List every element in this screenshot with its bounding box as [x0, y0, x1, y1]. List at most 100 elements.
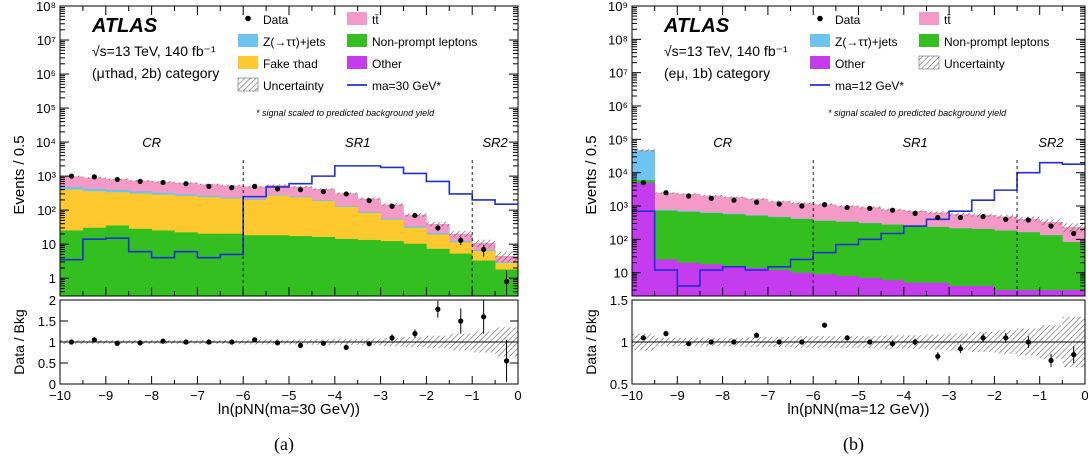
uncertainty-band: [745, 198, 768, 200]
stack-bar-nonpromptleptons: [380, 241, 404, 296]
x-tick-label: −7: [760, 388, 775, 403]
signal-note: * signal scaled to predicted background …: [256, 108, 435, 118]
main-plot-area: CR SR1 SR2 1 10 10² 10³ 10⁴ 10⁵ 10⁶ 10⁷ 10⁸ Data tt̄ Z…: [36, 0, 519, 297]
ratio-point: [980, 335, 986, 341]
ratio-point: [252, 337, 258, 343]
ratio-point: [274, 340, 281, 346]
data-point: [389, 203, 395, 209]
data-point: [206, 183, 212, 189]
category-label: (eμ, 1b) category: [664, 65, 770, 81]
stack-bar-other: [1039, 290, 1063, 296]
x-tick-label: −10: [621, 388, 643, 403]
ratio-point: [1048, 357, 1054, 364]
ratio-point: [640, 335, 646, 341]
legend-label: ma=30 GeV*: [372, 79, 441, 93]
legend-swatch-marker: [245, 15, 251, 22]
data-point: [137, 178, 143, 185]
stack-bar-other: [677, 262, 701, 296]
legend-swatch: [919, 12, 939, 25]
legend-swatch: [919, 34, 939, 47]
x-tick-label: −2: [419, 388, 434, 403]
data-point: [731, 197, 737, 203]
legend-label: Non-prompt leptons: [372, 35, 477, 49]
ratio-tick-label: 1: [49, 335, 56, 350]
ratio-point: [1003, 335, 1009, 341]
ratio-point: [731, 339, 737, 345]
x-tick-label: −4: [327, 388, 342, 403]
region-label-sr2: SR2: [482, 135, 508, 150]
ratio-point: [821, 322, 828, 328]
uncertainty-band: [722, 196, 746, 198]
y-tick-label: 10⁸: [36, 0, 56, 14]
ratio-tick-label: 0.5: [38, 356, 56, 371]
y-tick-label: 10⁵: [36, 101, 56, 116]
stack-bar-nonpromptleptons: [858, 223, 882, 296]
data-point: [980, 214, 986, 220]
ratio-point: [957, 346, 964, 352]
stack-bar-nonpromptleptons: [357, 239, 381, 296]
ratio-point: [663, 331, 669, 337]
data-point: [1048, 223, 1054, 229]
legend-swatch: [238, 56, 258, 69]
stack-bar-other: [1017, 290, 1040, 296]
stack-bar-nonpromptleptons: [1062, 242, 1086, 296]
legend-swatch: [347, 56, 367, 69]
data-point: [686, 193, 692, 199]
legend-label: Other: [835, 57, 865, 71]
ratio-point: [912, 339, 918, 345]
legend-swatch: [347, 12, 367, 25]
x-axis-label: ln(pNN(ma=30 GeV)): [218, 401, 360, 418]
y-tick-label: 10³: [37, 169, 56, 184]
ratio-tick-label: 1.5: [38, 314, 56, 329]
y-tick-label: 10⁷: [609, 66, 628, 81]
y-tick-label: 1: [49, 271, 56, 286]
stack-bar-other: [994, 290, 1018, 296]
x-tick-label: −8: [715, 388, 730, 403]
ratio-tick-label: 0.5: [610, 377, 628, 392]
x-tick-label: −5: [282, 388, 297, 403]
x-tick-label: −3: [373, 388, 388, 403]
stack-bar-other: [722, 265, 746, 296]
panel-caption: (b): [843, 434, 864, 455]
legend-label: Z(→ττ)+jets: [835, 35, 897, 49]
stack-bar-nonpromptleptons: [151, 230, 175, 296]
data-point: [640, 180, 646, 186]
stack-bar-nonpromptleptons: [243, 235, 267, 296]
legend-label: Other: [372, 57, 402, 71]
data-point: [753, 199, 760, 205]
y-tick-label: 10⁴: [608, 166, 628, 181]
x-tick-label: −3: [942, 388, 957, 403]
legend-label: Uncertainty: [944, 57, 1005, 71]
data-point: [320, 189, 326, 195]
stack-bar-nonpromptleptons: [289, 236, 313, 296]
stack-bar-nonpromptleptons: [926, 226, 950, 296]
x-tick-label: −9: [98, 388, 113, 403]
stack-bar-nonpromptleptons: [426, 248, 450, 296]
ratio-point: [229, 339, 235, 345]
data-point: [935, 214, 941, 221]
uncertainty-band: [949, 212, 972, 216]
uncertainty-band: [426, 221, 450, 227]
stack-bar-nonpromptleptons: [449, 253, 473, 296]
stack-bar-other: [835, 275, 859, 296]
data-point: [481, 246, 487, 253]
experiment-label: ATLAS: [663, 15, 730, 37]
legend-swatch: [238, 34, 258, 47]
main-plot-area: CR SR1 SR2 10 10² 10³ 10⁴ 10⁵ 10⁶ 10⁷ 10⁸ 10⁹ Data tt…: [608, 0, 1086, 297]
ratio-point: [935, 353, 941, 359]
stack-bar-other: [949, 285, 973, 296]
stack-bar-nonpromptleptons: [128, 228, 152, 296]
data-point: [343, 191, 349, 197]
y-tick-label: 10²: [609, 232, 628, 247]
y-tick-label: 10: [614, 266, 628, 281]
y-tick-label: 10³: [609, 199, 628, 214]
x-tick-label: 0: [1081, 388, 1088, 403]
signal-note: * signal scaled to predicted background …: [828, 108, 1007, 118]
y-tick-label: 10⁵: [608, 132, 628, 147]
ratio-point: [183, 339, 189, 345]
x-tick-label: 0: [514, 388, 521, 403]
data-point: [366, 198, 372, 204]
stack-bar-nonpromptleptons: [334, 238, 358, 296]
ratio-tick-label: 2: [49, 293, 56, 308]
